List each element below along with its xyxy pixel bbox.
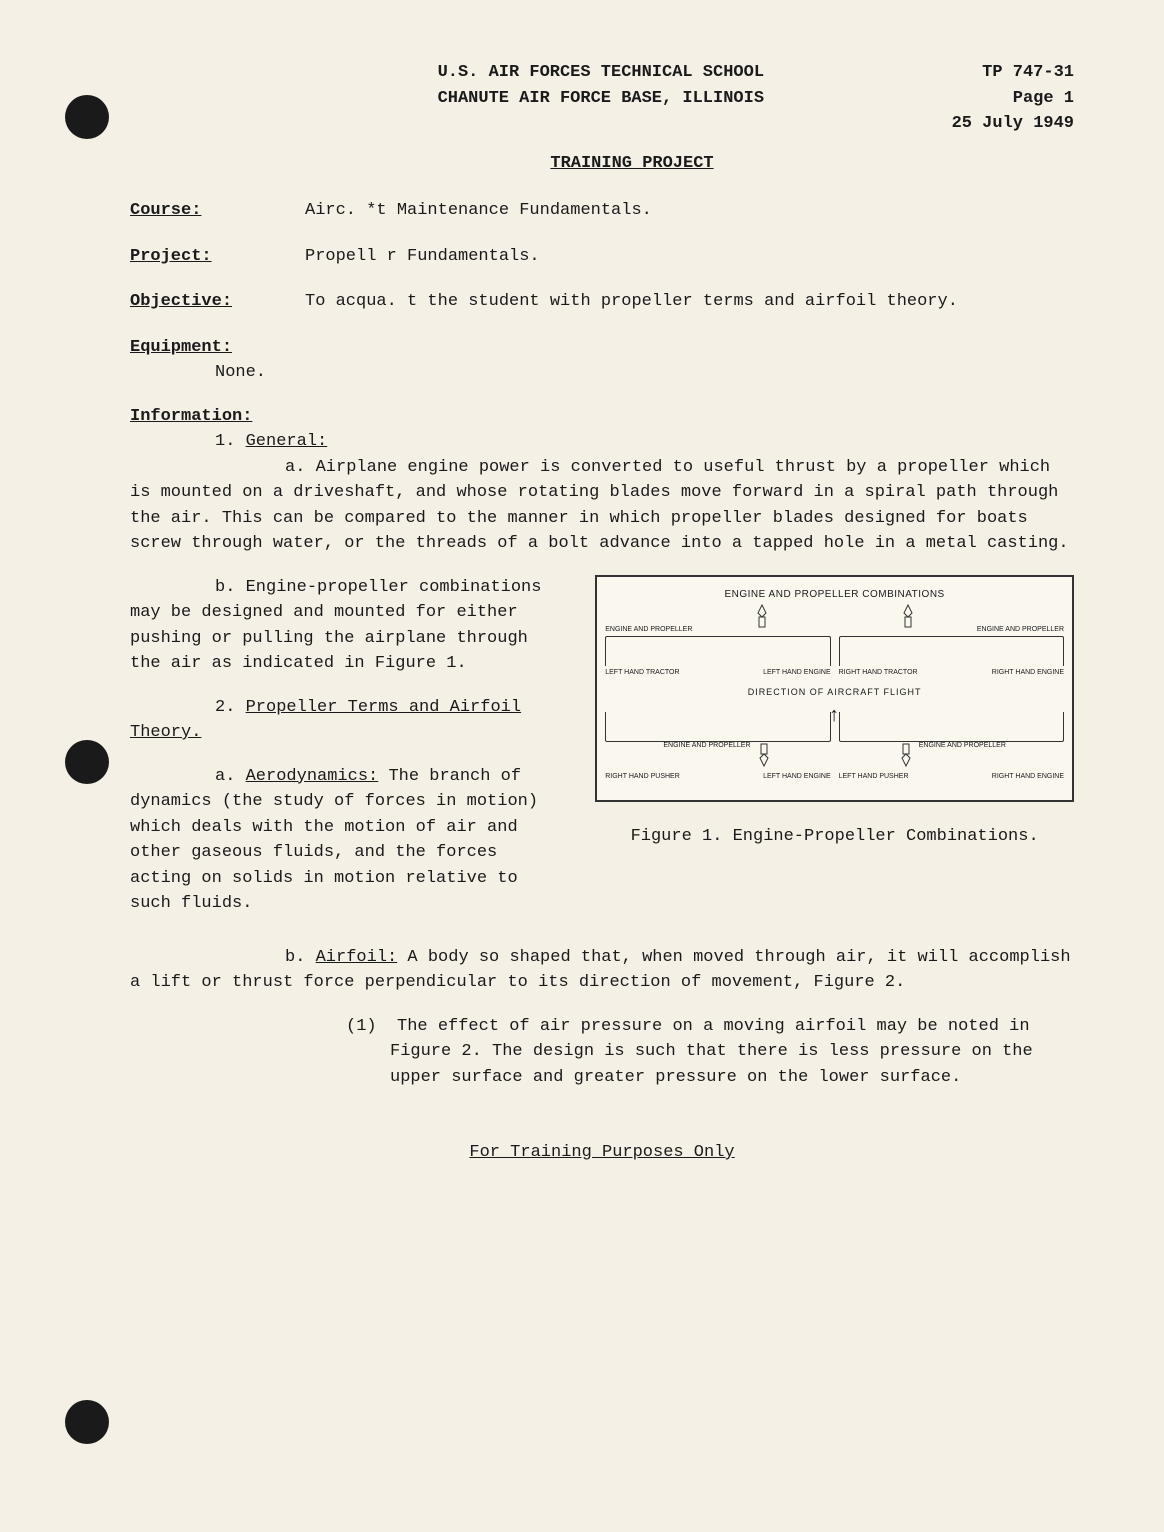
item1-text: The effect of air pressure on a moving a… <box>390 1017 1033 1087</box>
section-2a-text: The branch of dynamics (the study of for… <box>130 767 538 914</box>
fig-left-engine-1: LEFT HAND ENGINE <box>763 668 831 679</box>
propeller-icon <box>897 742 915 773</box>
section-2b-block: b. Airfoil: A body so shaped that, when … <box>130 945 1074 996</box>
figure-1-diagram: ENGINE AND PROPELLER COMBINATIONS ENGINE… <box>595 575 1074 803</box>
objective-value: To acqua. t the student with propeller t… <box>305 289 1074 315</box>
section-2b-text: A body so shaped that, when moved throug… <box>130 948 1071 993</box>
document-header: U.S. AIR FORCES TECHNICAL SCHOOL CHANUTE… <box>130 60 1074 137</box>
course-field: Course: Airc. *t Maintenance Fundamental… <box>130 198 1074 224</box>
equipment-field: Equipment: None. <box>130 335 1074 386</box>
tp-number: TP 747-31 <box>952 60 1074 86</box>
section-2-num: 2. <box>130 698 235 717</box>
project-field: Project: Propell r Fundamentals. <box>130 244 1074 270</box>
punch-hole-middle <box>65 740 109 784</box>
section-1-heading: General: <box>246 432 328 451</box>
figure-1-title: ENGINE AND PROPELLER COMBINATIONS <box>605 587 1064 602</box>
section-2b-label: b. <box>285 948 305 967</box>
equipment-label: Equipment: <box>130 338 232 357</box>
fig-left-pusher: LEFT HAND PUSHER <box>839 772 909 783</box>
section-1-num: 1. <box>215 432 235 451</box>
school-name-line1: U.S. AIR FORCES TECHNICAL SCHOOL <box>250 60 952 86</box>
punch-hole-bottom <box>65 1400 109 1444</box>
figure-1-caption: Figure 1. Engine-Propeller Combinations. <box>595 824 1074 850</box>
section-2b-heading: Airfoil: <box>316 948 398 967</box>
punch-hole-top <box>65 95 109 139</box>
fig-right-engine-2: RIGHT HAND ENGINE <box>992 772 1064 783</box>
propeller-icon <box>755 742 773 773</box>
fig-eng-prop-4: ENGINE AND PROPELLER <box>919 742 1006 750</box>
propeller-icon <box>899 603 917 634</box>
section-2a-label: a. <box>130 767 235 786</box>
fig-left-tractor: LEFT HAND TRACTOR <box>605 668 679 679</box>
section-2a-heading: Aerodynamics: <box>246 767 379 786</box>
fig-direction-label: DIRECTION OF AIRCRAFT FLIGHT <box>748 687 922 697</box>
page-number: Page 1 <box>952 86 1074 112</box>
project-label: Project: <box>130 244 305 270</box>
course-label: Course: <box>130 198 305 224</box>
fig-right-pusher: RIGHT HAND PUSHER <box>605 772 680 783</box>
information-section: Information: <box>130 404 1074 430</box>
section-1-general: 1. General: a. Airplane engine power is … <box>130 429 1074 557</box>
fig-eng-prop-1: ENGINE AND PROPELLER <box>605 626 692 634</box>
fig-left-engine-2: LEFT HAND ENGINE <box>763 772 831 783</box>
section-1-para-b: b. Engine-propeller combinations may be … <box>130 575 565 677</box>
fig-right-engine-1: RIGHT HAND ENGINE <box>992 668 1064 679</box>
fig-right-tractor: RIGHT HAND TRACTOR <box>839 668 918 679</box>
fig-eng-prop-3: ENGINE AND PROPELLER <box>663 742 750 750</box>
objective-field: Objective: To acqua. t the student with … <box>130 289 1074 315</box>
project-value: Propell r Fundamentals. <box>305 244 1074 270</box>
document-title: TRAINING PROJECT <box>130 151 1074 177</box>
school-name-line2: CHANUTE AIR FORCE BASE, ILLINOIS <box>250 86 952 112</box>
section-2a-block: a. Aerodynamics: The branch of dynamics … <box>130 764 565 917</box>
two-column-section: b. Engine-propeller combinations may be … <box>130 575 1074 935</box>
footer-text: For Training Purposes Only <box>130 1140 1074 1166</box>
section-1-para-a: a. Airplane engine power is converted to… <box>130 455 1074 557</box>
fig-eng-prop-2: ENGINE AND PROPELLER <box>977 626 1064 634</box>
section-2b-item1: (1) The effect of air pressure on a movi… <box>130 1014 1074 1091</box>
figure-1-container: ENGINE AND PROPELLER COMBINATIONS ENGINE… <box>595 575 1074 935</box>
item1-num: (1) <box>346 1017 377 1036</box>
document-date: 25 July 1949 <box>952 111 1074 137</box>
equipment-value: None. <box>130 363 266 382</box>
information-label: Information: <box>130 407 252 426</box>
objective-label: Objective: <box>130 289 305 315</box>
propeller-icon <box>753 603 771 634</box>
section-2-heading-block: 2. Propeller Terms and Airfoil Theory. <box>130 695 565 746</box>
course-value: Airc. *t Maintenance Fundamentals. <box>305 198 1074 224</box>
